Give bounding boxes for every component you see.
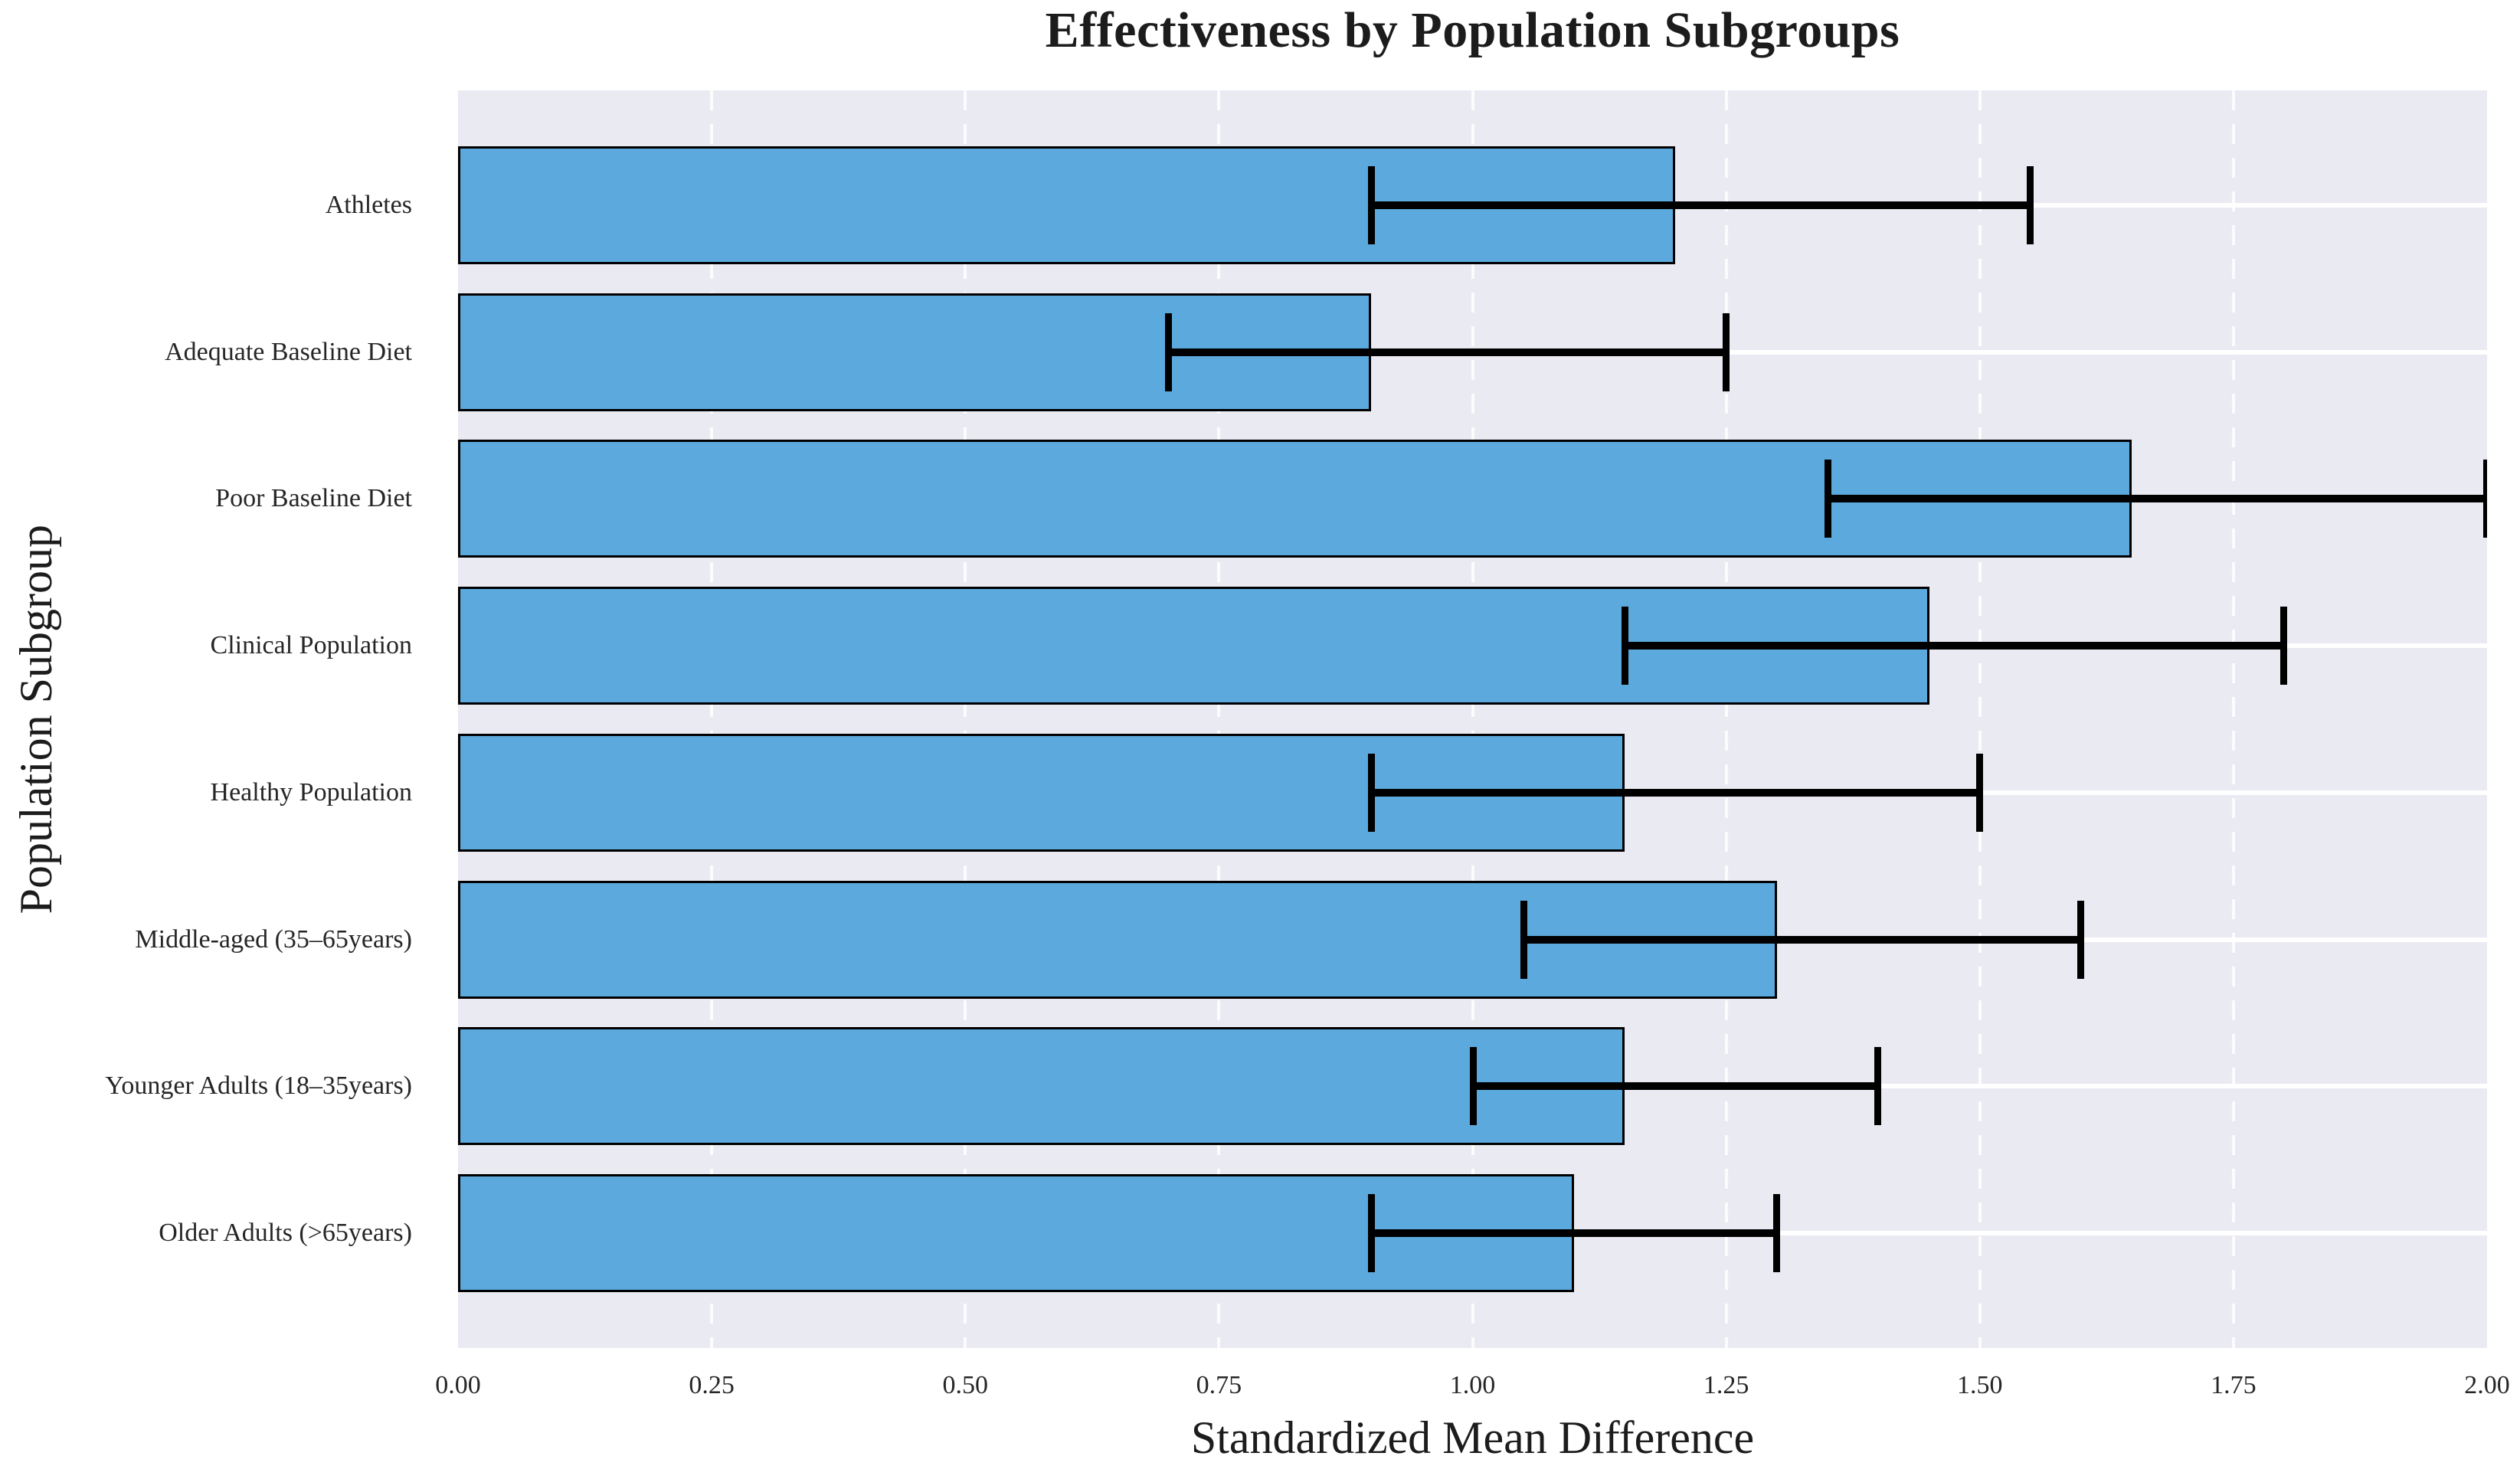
error-bar-line bbox=[1371, 788, 1980, 797]
y-tick-label: Adequate Baseline Diet bbox=[165, 337, 412, 366]
error-bar-line bbox=[1625, 642, 2285, 650]
error-bar-line bbox=[1371, 201, 2031, 209]
y-tick-label: Older Adults (>65years) bbox=[159, 1219, 412, 1248]
error-bar-cap-high bbox=[2026, 165, 2034, 244]
error-bar-cap-high bbox=[2280, 607, 2288, 686]
error-bar-cap-high bbox=[2077, 900, 2085, 979]
x-axis-tick-labels: 0.00 0.25 0.50 0.75 1.00 1.25 1.50 1.75 2.00 bbox=[435, 1368, 2510, 1402]
error-bar-cap-low bbox=[1469, 1047, 1477, 1126]
error-bar-cap-low bbox=[1165, 312, 1173, 391]
error-bar-line bbox=[1828, 495, 2487, 503]
x-axis-title: Standardized Mean Difference bbox=[1190, 1412, 1755, 1463]
error-bar-cap-high bbox=[2483, 460, 2487, 538]
x-tick-label: 1.50 bbox=[1957, 1371, 2003, 1399]
x-tick-label: 1.00 bbox=[1449, 1371, 1496, 1399]
y-tick-label: Clinical Population bbox=[210, 631, 412, 660]
error-bar-cap-low bbox=[1825, 460, 1832, 538]
error-bar-cap-low bbox=[1368, 1194, 1376, 1273]
error-bar-cap-low bbox=[1622, 607, 1629, 686]
chart-title: Effectiveness by Population Subgroups bbox=[1045, 2, 1900, 58]
x-tick-label: 0.25 bbox=[689, 1371, 735, 1399]
bar bbox=[458, 146, 1676, 264]
vertical-gridline bbox=[964, 90, 967, 1348]
vertical-gridline bbox=[1724, 90, 1728, 1348]
error-bar-line bbox=[1168, 348, 1726, 356]
y-tick-label: Younger Adults (18–35years) bbox=[105, 1072, 412, 1101]
error-bar-cap-high bbox=[1874, 1047, 1882, 1126]
y-axis-tick-labels: Athletes Adequate Baseline Diet Poor Basel… bbox=[0, 90, 435, 1348]
plot-area bbox=[458, 90, 2487, 1348]
y-tick-label: Athletes bbox=[325, 190, 412, 219]
x-tick-label: 1.75 bbox=[2211, 1371, 2257, 1399]
error-bar-line bbox=[1523, 935, 2082, 944]
y-tick-label: Poor Baseline Diet bbox=[215, 484, 412, 513]
error-bar-cap-low bbox=[1368, 753, 1376, 832]
error-bar-line bbox=[1472, 1082, 1879, 1091]
vertical-gridline bbox=[2231, 90, 2235, 1348]
error-bar-cap-low bbox=[1520, 900, 1527, 979]
x-tick-label: 0.75 bbox=[1196, 1371, 1242, 1399]
vertical-gridline bbox=[710, 90, 714, 1348]
error-bar-cap-high bbox=[1975, 753, 1983, 832]
error-bar-cap-high bbox=[1722, 312, 1730, 391]
vertical-gridline bbox=[1978, 90, 1982, 1348]
vertical-gridline bbox=[1217, 90, 1221, 1348]
error-bar-cap-low bbox=[1368, 165, 1376, 244]
x-tick-label: 1.25 bbox=[1703, 1371, 1749, 1399]
y-tick-label: Healthy Population bbox=[210, 777, 412, 807]
x-tick-label: 2.00 bbox=[2464, 1371, 2510, 1399]
y-tick-label: Middle-aged (35–65years) bbox=[135, 924, 412, 954]
x-tick-label: 0.50 bbox=[942, 1371, 989, 1399]
x-tick-label: 0.00 bbox=[435, 1371, 481, 1399]
vertical-gridline bbox=[1471, 90, 1474, 1348]
error-bar-line bbox=[1371, 1229, 1777, 1238]
bar bbox=[458, 1027, 1625, 1146]
error-bar-cap-high bbox=[1772, 1194, 1780, 1273]
